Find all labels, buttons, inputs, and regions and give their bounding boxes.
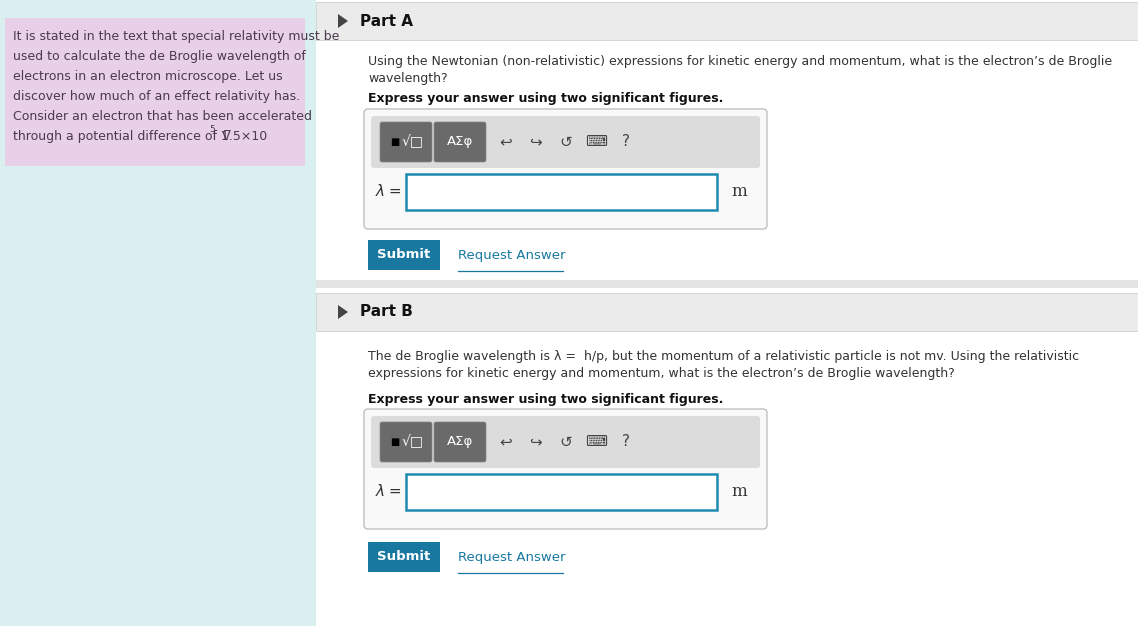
FancyBboxPatch shape: [364, 409, 767, 529]
FancyBboxPatch shape: [380, 122, 432, 162]
Polygon shape: [338, 305, 348, 319]
Bar: [316, 0, 1138, 626]
Text: Using the Newtonian (non-relativistic) expressions for kinetic energy and moment: Using the Newtonian (non-relativistic) e…: [368, 55, 1112, 68]
Text: ΑΣφ: ΑΣφ: [447, 135, 473, 148]
Text: electrons in an electron microscope. Let us: electrons in an electron microscope. Let…: [13, 70, 282, 83]
Text: The de Broglie wavelength is λ =  h/p, but the momentum of a relativistic partic: The de Broglie wavelength is λ = h/p, bu…: [368, 350, 1079, 363]
Text: ↪: ↪: [529, 434, 543, 449]
Text: Part A: Part A: [360, 14, 413, 29]
Text: expressions for kinetic energy and momentum, what is the electron’s de Broglie w: expressions for kinetic energy and momen…: [368, 367, 955, 380]
Text: Request Answer: Request Answer: [457, 249, 566, 262]
Text: ⌨: ⌨: [585, 434, 607, 449]
Text: discover how much of an effect relativity has.: discover how much of an effect relativit…: [13, 90, 300, 103]
Text: ↩: ↩: [500, 434, 512, 449]
Text: ⌨: ⌨: [585, 135, 607, 150]
Text: m: m: [731, 183, 747, 200]
Text: Request Answer: Request Answer: [457, 550, 566, 563]
Text: ?: ?: [622, 434, 630, 449]
Text: ↩: ↩: [500, 135, 512, 150]
Bar: [406, 474, 717, 510]
Text: √□: √□: [402, 435, 424, 449]
Polygon shape: [338, 14, 348, 28]
FancyBboxPatch shape: [434, 122, 486, 162]
Text: Part B: Part B: [360, 304, 413, 319]
Text: used to calculate the de Broglie wavelength of: used to calculate the de Broglie wavelen…: [13, 50, 306, 63]
Text: ↺: ↺: [560, 434, 572, 449]
Bar: [316, 280, 1138, 288]
Text: Submit: Submit: [378, 550, 430, 563]
Text: Express your answer using two significant figures.: Express your answer using two significan…: [368, 92, 724, 105]
Bar: [316, 293, 1138, 331]
FancyBboxPatch shape: [434, 422, 486, 462]
FancyBboxPatch shape: [364, 109, 767, 229]
Text: ΑΣφ: ΑΣφ: [447, 436, 473, 448]
Text: ?: ?: [622, 135, 630, 150]
Text: ■: ■: [390, 137, 399, 147]
Bar: [368, 542, 440, 572]
Text: Express your answer using two significant figures.: Express your answer using two significan…: [368, 393, 724, 406]
FancyBboxPatch shape: [380, 422, 432, 462]
Bar: [368, 240, 440, 270]
FancyBboxPatch shape: [371, 416, 760, 468]
Bar: [316, 2, 1138, 40]
Text: ↺: ↺: [560, 135, 572, 150]
Text: m: m: [731, 483, 747, 501]
Text: λ =: λ =: [376, 185, 403, 200]
Text: Consider an electron that has been accelerated: Consider an electron that has been accel…: [13, 110, 312, 123]
Bar: [5, 18, 305, 166]
Text: wavelength?: wavelength?: [368, 72, 447, 85]
Text: V̅ .: V̅ .: [218, 130, 239, 143]
Text: through a potential difference of 1.5×10: through a potential difference of 1.5×10: [13, 130, 267, 143]
FancyBboxPatch shape: [371, 116, 760, 168]
Text: ■: ■: [390, 437, 399, 447]
Text: λ =: λ =: [376, 485, 403, 500]
Text: Submit: Submit: [378, 249, 430, 262]
Text: ↪: ↪: [529, 135, 543, 150]
Bar: [406, 174, 717, 210]
Text: It is stated in the text that special relativity must be: It is stated in the text that special re…: [13, 30, 339, 43]
Text: √□: √□: [402, 135, 424, 149]
Text: 5: 5: [209, 125, 215, 134]
